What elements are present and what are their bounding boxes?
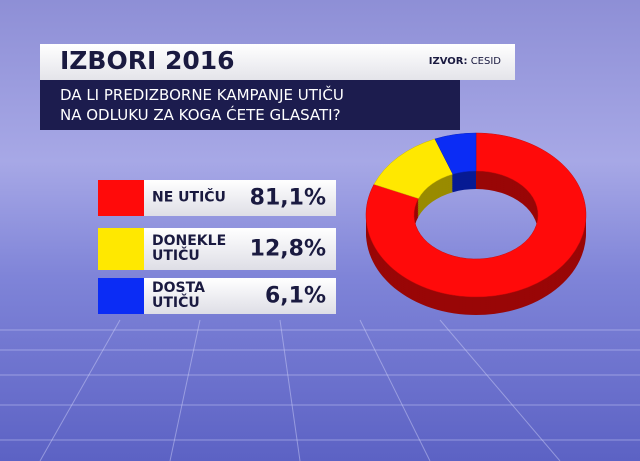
legend-label: DOSTA UTIČU	[152, 280, 205, 311]
value-label: 12,8%	[249, 236, 326, 262]
legend-label: DONEKLE UTIČU	[152, 233, 227, 264]
subtitle-line: NA ODLUKU ZA KOGA ĆETE GLASATI?	[60, 106, 341, 124]
subtitle-line: DA LI PREDIZBORNE KAMPANJE UTIČU	[60, 86, 344, 104]
subtitle-bar: DA LI PREDIZBORNE KAMPANJE UTIČU NA ODLU…	[40, 80, 460, 130]
legend-item: DONEKLE UTIČU 12,8%	[144, 228, 336, 270]
source: IZVOR: CESID	[429, 56, 501, 67]
slice	[365, 132, 587, 298]
value-label: 81,1%	[249, 185, 326, 211]
title-bar: IZBORI 2016 IZVOR: CESID	[40, 44, 515, 80]
legend-item: NE UTIČU 81,1%	[144, 180, 336, 216]
title: IZBORI 2016	[60, 46, 235, 75]
legend-swatch	[98, 278, 144, 314]
source-label: IZVOR:	[428, 56, 468, 67]
legend-swatch	[98, 228, 144, 270]
source-name: CESID	[470, 56, 501, 67]
slice	[434, 132, 477, 175]
value-label: 6,1%	[264, 283, 326, 309]
legend-item: DOSTA UTIČU 6,1%	[144, 278, 336, 314]
legend-swatch	[98, 180, 144, 216]
legend-label: NE UTIČU	[152, 189, 226, 206]
